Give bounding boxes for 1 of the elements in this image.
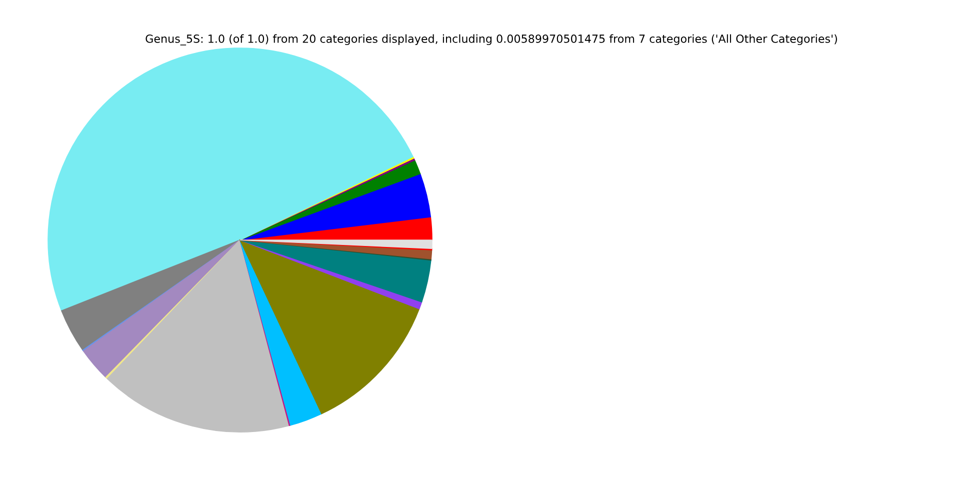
text: Genus_5S: 1.0 (of 1.0) from 20 categories displayed, including 0.00589970501475 from 7 categories ('All Other Categories'): [146, 34, 837, 46]
